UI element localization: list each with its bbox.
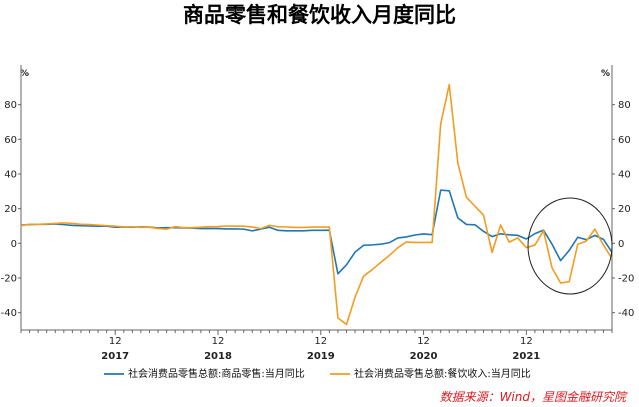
right-y-tick-label: 60 [618,135,631,146]
right-y-tick-label: -20 [618,274,634,285]
legend-label-retail: 社会消费品零售总额:商品零售:当月同比 [128,367,305,380]
left-y-tick-label: 80 [4,100,17,111]
y-axis-ticks: -40 -40 -20 -20 0 0 20 20 40 40 60 60 80 80 [1,100,635,319]
legend-label-catering: 社会消费品零售总额:餐饮收入:当月同比 [354,367,531,380]
x-year-label: 2021 [512,351,540,362]
right-axis-unit: % [601,69,610,79]
retail-growth-line [20,189,613,275]
data-source-note: 数据来源：Wind，星图金融研究院 [440,390,628,404]
left-y-tick-label: 40 [4,170,17,181]
right-y-tick-label: 80 [618,100,631,111]
highlight-circle [527,197,613,295]
x-axis-ticks: 12 2017 12 2018 12 2019 12 2020 12 2021 [20,330,613,362]
left-y-tick-label: -20 [1,274,17,285]
right-y-tick-label: -40 [618,308,634,319]
x-year-label: 2018 [204,351,232,362]
x-year-label: 2017 [101,351,129,362]
right-y-tick-label: 0 [618,239,624,250]
right-y-tick-label: 20 [618,204,631,215]
left-axis-unit: % [20,69,29,79]
x-year-label: 2019 [307,351,335,362]
left-y-tick-label: 0 [11,239,17,250]
chart-title: 商品零售和餐饮收入月度同比 [183,3,456,27]
x-tick-label: 12 [314,336,327,347]
legend: 社会消费品零售总额:商品零售:当月同比 社会消费品零售总额:餐饮收入:当月同比 [104,367,531,380]
axes [20,65,613,331]
right-y-tick-label: 40 [618,170,631,181]
x-tick-label: 12 [109,336,122,347]
left-y-tick-label: 20 [4,204,17,215]
x-tick-label: 12 [417,336,430,347]
series-lines [20,83,613,326]
left-y-tick-label: -40 [1,308,17,319]
x-tick-label: 12 [520,336,533,347]
left-y-tick-label: 60 [4,135,17,146]
x-year-label: 2020 [410,351,438,362]
catering-growth-line [20,83,613,326]
x-tick-label: 12 [212,336,225,347]
